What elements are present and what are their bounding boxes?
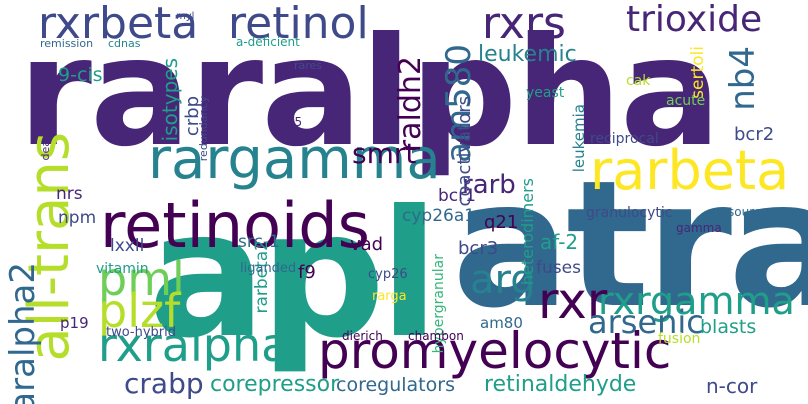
- word-bcr2: bcr2: [734, 124, 775, 145]
- word-rarbeta2: rarbeta2: [252, 240, 272, 314]
- word-rac65: rac65: [268, 115, 303, 129]
- word-vitamin: vitamin: [96, 261, 149, 277]
- word-fuses: fuses: [536, 258, 581, 278]
- word-liganded: liganded: [240, 261, 297, 276]
- word-rxr: rxr: [538, 272, 608, 330]
- word-raralpha2: raralpha2: [3, 262, 43, 404]
- word-af-2: af-2: [540, 230, 579, 254]
- word-coregulators: coregulators: [336, 374, 455, 396]
- word-rarb: rarb: [462, 170, 516, 200]
- word-raralpha: raralpha: [18, 6, 721, 180]
- word-dierich: dierich: [342, 329, 383, 343]
- word-atra: atra: [452, 144, 808, 347]
- word-heterodimers: heterodimers: [518, 178, 537, 286]
- word-am80: am80: [480, 314, 523, 332]
- word-rargamma: rargamma: [148, 127, 441, 192]
- word-npm: npm: [58, 208, 97, 228]
- word-smrt: smrt: [352, 137, 417, 170]
- word-rxrbeta: rxrbeta: [38, 0, 199, 49]
- word-promyelocytic: promyelocytic: [318, 322, 672, 380]
- word-crabp: crabp: [124, 367, 204, 400]
- word-gamma: gamma: [676, 221, 722, 235]
- word-retinol: retinol: [228, 0, 369, 49]
- word-coactivators: coactivators: [454, 96, 475, 207]
- word-leukemia: leukemia: [570, 104, 588, 173]
- word-chambon: chambon: [408, 329, 464, 343]
- word-corepressor: corepressor: [210, 372, 340, 397]
- word-pml: pml: [98, 252, 185, 306]
- word-isotypes: isotypes: [158, 58, 182, 142]
- word-p19: p19: [60, 314, 89, 332]
- word-two-hybrid: two-hybrid: [106, 325, 177, 340]
- word-rarga: rarga: [372, 289, 407, 304]
- word-cyp26a1: cyp26a1: [402, 206, 476, 226]
- word-bcr1: bcr1: [438, 186, 476, 206]
- word-yeast: yeast: [526, 85, 565, 101]
- word-rxrgamma: rxrgamma: [598, 279, 795, 323]
- word-granulocytic: granulocytic: [586, 205, 673, 221]
- word-retinoids: retinoids: [100, 189, 370, 262]
- word-blasts: blasts: [700, 316, 757, 338]
- word-leukemic: leukemic: [478, 42, 577, 67]
- word-cyp26: cyp26: [368, 267, 408, 282]
- word-q21: q21: [484, 212, 519, 233]
- word-retinaldehyde: retinaldehyde: [484, 372, 637, 397]
- word-rxrs: rxrs: [482, 0, 566, 49]
- word-rxralpha: rxralpha: [98, 318, 290, 372]
- word-fusion: fusion: [658, 331, 701, 347]
- word-cak: cak: [626, 73, 651, 89]
- word-sertoli: sertoli: [688, 46, 708, 99]
- word-n-cor: n-cor: [706, 374, 758, 398]
- word-nb4: nb4: [723, 46, 763, 111]
- word-reciprocal: reciprocal: [590, 131, 659, 147]
- word-vad: vad: [350, 234, 384, 255]
- word-a-deficient: a-deficient: [236, 35, 300, 49]
- word-myl: myl: [176, 11, 195, 22]
- word-nrs: nrs: [56, 184, 83, 204]
- word-apl: apl: [148, 174, 439, 377]
- word-cdnas: cdnas: [108, 37, 141, 50]
- word-rarbeta: rarbeta: [590, 139, 790, 202]
- word-remission: remission: [40, 37, 94, 50]
- word-arg: arg: [470, 257, 536, 303]
- word-bcr3: bcr3: [458, 238, 499, 259]
- word-plzf: plzf: [98, 284, 181, 338]
- word-src-1: src-1: [238, 232, 280, 252]
- word-9-cis: 9-cis: [58, 64, 103, 86]
- word-rares: rares: [294, 59, 323, 72]
- word-lxxll: lxxll: [110, 236, 145, 256]
- word-f9: f9: [298, 262, 316, 283]
- word-deacetylase: deacetylase: [39, 94, 52, 161]
- word-trioxide: trioxide: [626, 0, 763, 40]
- word-acute: acute: [666, 93, 706, 109]
- word-redundancy: redundancy: [197, 96, 210, 162]
- word-arsenic: arsenic: [588, 303, 704, 341]
- word-resource: resource: [716, 205, 768, 219]
